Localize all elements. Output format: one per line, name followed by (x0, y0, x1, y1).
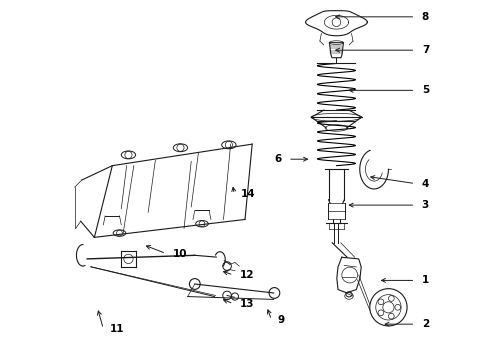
Text: 7: 7 (422, 45, 429, 55)
Text: 6: 6 (274, 154, 282, 164)
Text: 14: 14 (241, 189, 255, 199)
Text: 9: 9 (278, 315, 285, 325)
Text: 13: 13 (240, 299, 254, 309)
Text: 4: 4 (422, 179, 429, 189)
Text: 3: 3 (422, 200, 429, 210)
Text: 10: 10 (172, 248, 187, 258)
Text: 2: 2 (422, 319, 429, 329)
Text: 1: 1 (422, 275, 429, 285)
Text: 12: 12 (240, 270, 254, 280)
Text: 5: 5 (422, 85, 429, 95)
Text: 8: 8 (422, 12, 429, 22)
Text: 11: 11 (110, 324, 124, 334)
